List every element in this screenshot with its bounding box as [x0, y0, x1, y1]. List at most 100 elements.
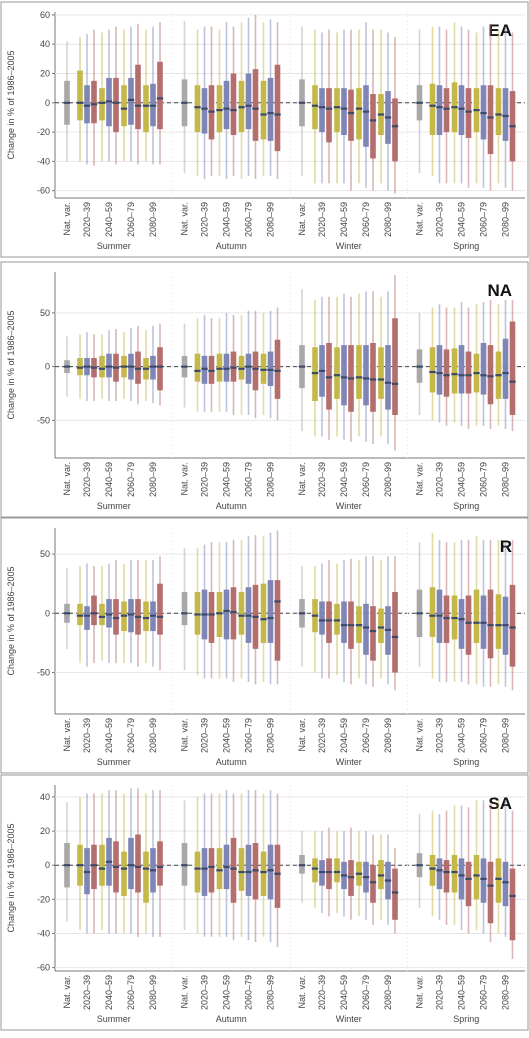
period-label: 2080–99 [383, 462, 393, 497]
y-tick-label: 0 [45, 362, 50, 372]
period-label: 2060–79 [361, 202, 371, 237]
box [216, 85, 223, 133]
box [157, 841, 163, 886]
period-label: 2040–59 [222, 462, 232, 497]
y-axis-label: Change in % of 1986–2005 [6, 310, 16, 419]
period-label: Nat. var. [62, 975, 72, 1009]
period-label: Nat. var. [415, 718, 425, 752]
season-label: Autumn [216, 1014, 247, 1024]
box [356, 88, 362, 140]
box [326, 858, 332, 890]
season-label: Spring [453, 501, 479, 511]
box [487, 861, 494, 924]
box [267, 580, 274, 643]
period-label: Nat. var. [180, 718, 190, 752]
period-label: Nat. var. [297, 718, 307, 752]
y-tick-label: -50 [37, 668, 50, 678]
box [443, 88, 450, 133]
period-label: Nat. var. [180, 462, 190, 496]
period-label: 2080–99 [148, 718, 158, 753]
period-label: 2020–39 [435, 462, 445, 497]
period-label: 2040–59 [457, 462, 467, 497]
box [135, 64, 141, 130]
box [465, 351, 472, 394]
period-label: 2060–79 [126, 462, 136, 497]
period-label: 2040–59 [457, 718, 467, 753]
box [473, 589, 480, 643]
box [106, 599, 112, 628]
period-label: 2060–79 [361, 975, 371, 1010]
period-label: Nat. var. [180, 975, 190, 1009]
period-label: 2060–79 [126, 202, 136, 237]
box [274, 580, 281, 661]
box [99, 88, 105, 121]
period-label: 2080–99 [266, 462, 276, 497]
y-tick-label: 60 [40, 10, 50, 20]
box [487, 85, 494, 155]
y-tick-label: 50 [40, 308, 50, 318]
box [465, 595, 472, 655]
box [208, 848, 215, 893]
period-label: 2020–39 [200, 718, 210, 753]
period-label: 2040–59 [339, 202, 349, 237]
y-tick-label: -20 [37, 894, 50, 904]
period-label: 2020–39 [435, 718, 445, 753]
box [502, 88, 509, 141]
panel-frame [0, 517, 529, 774]
box [216, 591, 223, 637]
box [77, 70, 83, 121]
box [495, 88, 502, 136]
period-label: 2080–99 [148, 462, 158, 497]
season-label: Autumn [216, 241, 247, 251]
y-tick-label: 0 [45, 98, 50, 108]
box [143, 601, 149, 632]
box [216, 848, 223, 890]
y-tick-label: 40 [40, 792, 50, 802]
box [326, 601, 332, 643]
y-tick-label: 40 [40, 39, 50, 49]
box [465, 88, 472, 138]
period-label: 2060–79 [361, 462, 371, 497]
box [135, 834, 141, 893]
period-label: 2020–39 [200, 202, 210, 237]
period-label: Nat. var. [415, 975, 425, 1009]
box [341, 88, 347, 136]
box [274, 64, 281, 152]
box [370, 865, 376, 903]
box [429, 347, 436, 393]
box [363, 85, 369, 147]
box [238, 591, 245, 635]
period-label: 2040–59 [104, 462, 114, 497]
period-label: 2060–79 [244, 202, 254, 237]
period-label: 2040–59 [104, 975, 114, 1010]
box [473, 854, 480, 900]
panel-frame [0, 1, 529, 258]
box [77, 603, 83, 626]
box [392, 591, 398, 673]
period-label: Nat. var. [297, 202, 307, 236]
panel-frame [0, 774, 529, 1031]
period-label: 2080–99 [501, 202, 511, 237]
season-label: Spring [453, 1014, 479, 1024]
period-label: Nat. var. [62, 462, 72, 496]
season-label: Spring [453, 241, 479, 251]
y-axis-label: Change in % of 1986–2005 [6, 823, 16, 932]
box [363, 345, 369, 406]
box [319, 601, 325, 635]
box [348, 89, 354, 141]
box [443, 595, 450, 643]
box [194, 85, 201, 133]
box [363, 603, 369, 655]
season-label: Summer [97, 241, 131, 251]
y-tick-label: 20 [40, 69, 50, 79]
period-label: 2020–39 [317, 462, 327, 497]
period-label: 2040–59 [104, 718, 114, 753]
box [458, 345, 465, 394]
y-tick-label: -60 [37, 186, 50, 196]
box [487, 589, 494, 659]
season-label: Summer [97, 1014, 131, 1024]
box [230, 837, 237, 903]
box [245, 844, 252, 896]
period-label: 2060–79 [244, 718, 254, 753]
